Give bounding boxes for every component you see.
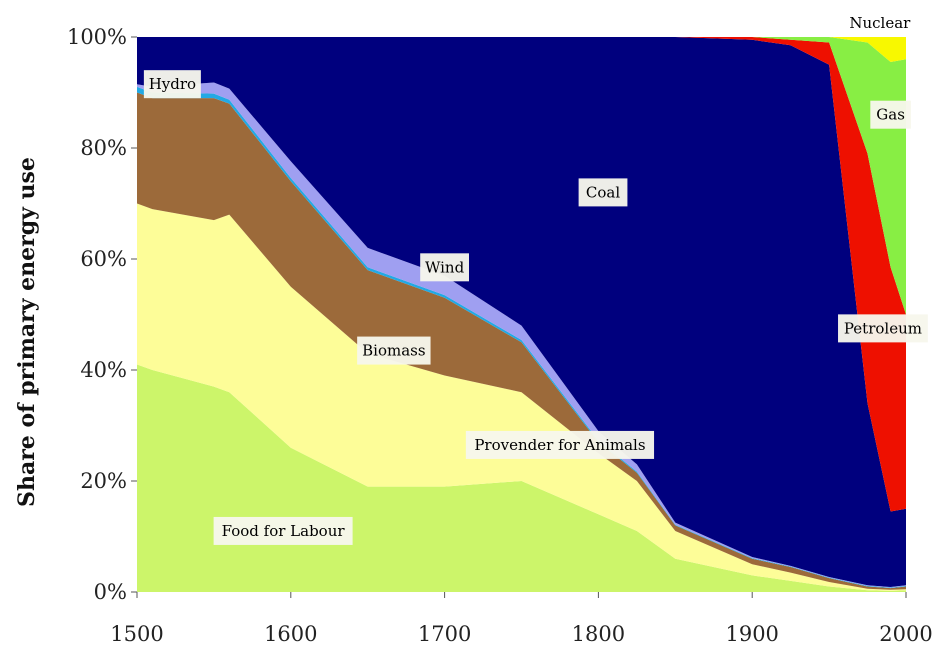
y-tick-label: 80% (80, 136, 127, 160)
x-tick-label: 1900 (725, 622, 778, 646)
label-food-for-labour: Food for Labour (213, 516, 353, 545)
label-text: Petroleum (844, 319, 922, 337)
label-text: Biomass (362, 342, 425, 360)
label-box (213, 516, 353, 545)
x-tick-label: 1600 (264, 622, 317, 646)
label-text: Food for Labour (222, 522, 346, 540)
label-box (143, 70, 201, 99)
x-tick-label: 1700 (418, 622, 471, 646)
y-tick-label: 100% (67, 25, 127, 49)
series-areas (137, 37, 906, 592)
label-coal: Coal (578, 178, 628, 207)
y-axis-label: Share of primary energy use (14, 157, 40, 507)
label-box (838, 314, 928, 343)
label-hydro: Hydro (143, 70, 201, 99)
y-tick-label: 40% (80, 358, 127, 382)
label-text: Coal (586, 183, 620, 201)
label-text: Hydro (149, 75, 196, 93)
label-wind: Wind (420, 253, 469, 282)
area-provender-for-animals (137, 203, 906, 591)
label-gas: Gas (870, 100, 911, 129)
label-box (465, 430, 655, 459)
x-tick-label: 2000 (879, 622, 932, 646)
y-tick-label: 20% (80, 469, 127, 493)
y-tick-label: 60% (80, 247, 127, 271)
y-tick-label: 0% (94, 580, 127, 604)
label-text: Provender for Animals (474, 436, 645, 454)
label-text: Gas (876, 106, 905, 124)
label-provender-for-animals: Provender for Animals (465, 430, 655, 459)
area-wind (137, 82, 906, 588)
x-tick-label: 1800 (572, 622, 625, 646)
label-box (357, 336, 431, 365)
label-nuclear: Nuclear (849, 14, 911, 32)
x-axis-ticks: 1500 1600 1700 1800 1900 2000 (110, 592, 933, 646)
series-labels: Hydro Coal Wind Biomass Provender for Animal… (143, 14, 928, 545)
label-box (578, 178, 628, 207)
y-axis-ticks: 0% 20% 40% 60% 80% 100% (67, 25, 137, 604)
label-petroleum: Petroleum (838, 314, 928, 343)
area-biomass (137, 92, 906, 590)
label-box (420, 253, 469, 282)
x-tick-label: 1500 (110, 622, 163, 646)
label-text: Wind (425, 258, 465, 276)
area-coal (137, 37, 906, 587)
label-biomass: Biomass (357, 336, 431, 365)
label-text: Nuclear (849, 14, 911, 32)
label-box (870, 100, 911, 129)
